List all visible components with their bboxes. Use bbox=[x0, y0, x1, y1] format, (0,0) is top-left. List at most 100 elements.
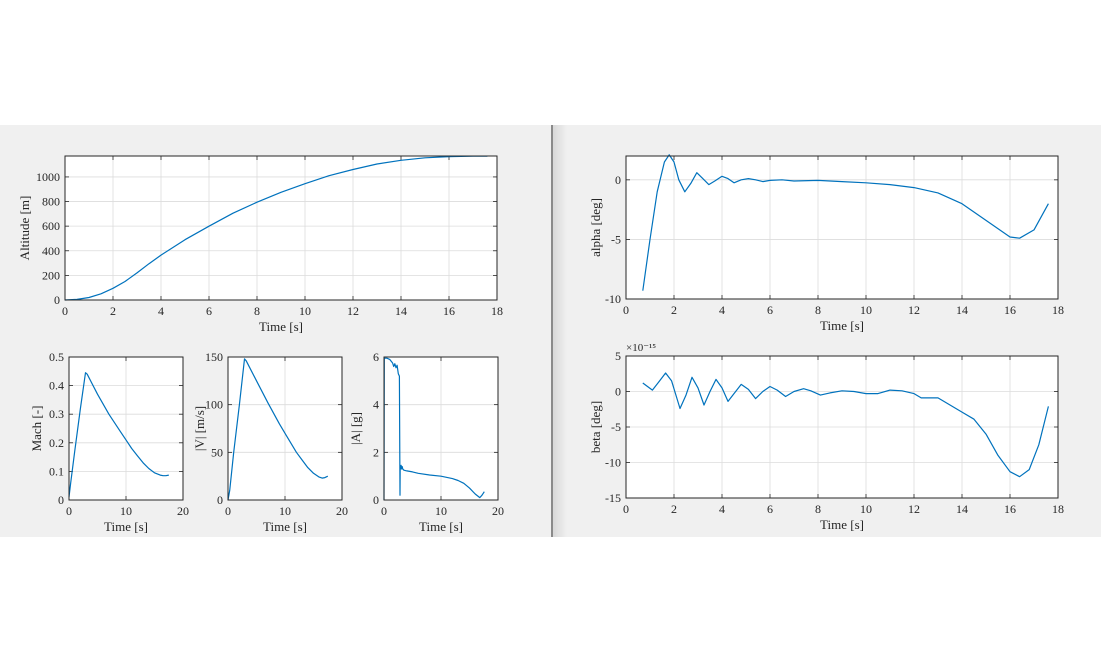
x-tick-label: 18 bbox=[1052, 303, 1064, 317]
y-axis-label: beta [deg] bbox=[588, 401, 603, 453]
x-tick-label: 10 bbox=[860, 303, 872, 317]
y-tick-label: 150 bbox=[205, 350, 223, 364]
acceleration-axes[interactable]: 0 10 20 0 2 4 6 Time [s] |A| [g] bbox=[348, 350, 504, 534]
x-tick-label: 0 bbox=[381, 504, 387, 518]
x-tick-label: 14 bbox=[956, 502, 968, 516]
x-axis-label: Time [s] bbox=[820, 318, 864, 333]
x-tick-label: 12 bbox=[908, 502, 920, 516]
x-tick-label: 8 bbox=[815, 502, 821, 516]
x-tick-label: 0 bbox=[66, 504, 72, 518]
x-tick-label: 14 bbox=[956, 303, 968, 317]
y-axis-label: |A| [g] bbox=[348, 412, 363, 445]
axes-box bbox=[227, 356, 343, 501]
x-tick-label: 4 bbox=[158, 304, 164, 318]
y-tick-label: 0.2 bbox=[49, 436, 64, 450]
y-tick-label: -10 bbox=[605, 292, 621, 306]
x-tick-label: 0 bbox=[225, 504, 231, 518]
y-tick-label: 0 bbox=[217, 493, 223, 507]
velocity-axes[interactable]: 0 10 20 0 50 100 150 Time [s] |V| [m/s] bbox=[192, 350, 348, 534]
y-tick-label: 2 bbox=[373, 445, 379, 459]
y-axis-label: Altitude [m] bbox=[17, 196, 32, 261]
y-tick-label: 0 bbox=[615, 385, 621, 399]
x-axis-label: Time [s] bbox=[259, 319, 303, 334]
x-tick-label: 18 bbox=[1052, 502, 1064, 516]
y-tick-label: 0.5 bbox=[49, 350, 64, 364]
mach-series-line bbox=[68, 372, 169, 498]
x-tick-label: 20 bbox=[177, 504, 189, 518]
x-tick-label: 10 bbox=[299, 304, 311, 318]
y-tick-label: 0.3 bbox=[49, 407, 64, 421]
x-tick-label: 18 bbox=[491, 304, 503, 318]
x-tick-label: 10 bbox=[279, 504, 291, 518]
x-tick-label: 16 bbox=[1004, 303, 1016, 317]
x-tick-label: 12 bbox=[908, 303, 920, 317]
x-tick-label: 12 bbox=[347, 304, 359, 318]
y-tick-label: 200 bbox=[42, 268, 60, 282]
x-tick-label: 16 bbox=[443, 304, 455, 318]
x-axis-label: Time [s] bbox=[263, 519, 307, 534]
x-axis-label: Time [s] bbox=[820, 517, 864, 532]
x-tick-label: 6 bbox=[767, 502, 773, 516]
y-axis-exponent-label: ×10⁻¹⁵ bbox=[626, 342, 656, 354]
y-tick-label: -10 bbox=[605, 456, 621, 470]
x-tick-label: 16 bbox=[1004, 502, 1016, 516]
y-tick-label: -5 bbox=[611, 420, 621, 434]
plot-area bbox=[65, 156, 497, 300]
x-tick-label: 0 bbox=[62, 304, 68, 318]
y-tick-label: 800 bbox=[42, 195, 60, 209]
altitude-series-line bbox=[64, 155, 488, 301]
x-tick-label: 10 bbox=[860, 502, 872, 516]
y-tick-label: 600 bbox=[42, 219, 60, 233]
x-tick-label: 0 bbox=[623, 303, 629, 317]
x-tick-label: 4 bbox=[719, 502, 725, 516]
y-tick-label: 400 bbox=[42, 244, 60, 258]
axes-box bbox=[383, 356, 499, 501]
y-tick-label: 50 bbox=[211, 445, 223, 459]
x-tick-label: 0 bbox=[623, 502, 629, 516]
axes-box bbox=[68, 356, 184, 501]
x-tick-label: 2 bbox=[671, 303, 677, 317]
x-tick-label: 8 bbox=[254, 304, 260, 318]
y-tick-label: -15 bbox=[605, 491, 621, 505]
velocity-series-line bbox=[227, 358, 329, 501]
mach-axes[interactable]: 0 10 20 0 0.1 0.2 0.3 0.4 0.5 Time [s] Mach [-] bbox=[29, 350, 189, 534]
y-tick-label: 5 bbox=[615, 349, 621, 363]
plot-area bbox=[626, 156, 1058, 299]
y-tick-label: 6 bbox=[373, 350, 379, 364]
y-tick-label: 0.4 bbox=[49, 379, 64, 393]
x-tick-label: 10 bbox=[435, 504, 447, 518]
alpha-axes[interactable]: 0 2 4 6 8 10 12 14 16 18 -10 -5 0 Time [s] alpha [deg] bbox=[588, 154, 1064, 333]
y-axis-label: alpha [deg] bbox=[588, 198, 603, 257]
acceleration-series-line bbox=[383, 357, 485, 501]
panel-shadow bbox=[553, 125, 567, 537]
x-tick-label: 20 bbox=[336, 504, 348, 518]
altitude-axes[interactable]: 0 2 4 6 8 10 12 14 16 18 0 200 400 600 800 1000 Time [s]… bbox=[17, 155, 503, 334]
beta-axes[interactable]: 0 2 4 6 8 10 12 14 16 18 -15 -10 -5 0 5 Time [s] beta [d… bbox=[588, 342, 1064, 532]
x-tick-label: 2 bbox=[110, 304, 116, 318]
y-tick-label: -5 bbox=[611, 232, 621, 246]
y-tick-label: 0.1 bbox=[49, 464, 64, 478]
y-axis-label: |V| [m/s] bbox=[192, 406, 207, 451]
x-tick-label: 20 bbox=[492, 504, 504, 518]
y-tick-label: 0 bbox=[615, 173, 621, 187]
y-tick-label: 0 bbox=[58, 493, 64, 507]
x-tick-label: 10 bbox=[120, 504, 132, 518]
axes-box bbox=[625, 155, 1059, 300]
panel-splitter[interactable] bbox=[551, 125, 553, 537]
y-axis-label: Mach [-] bbox=[29, 406, 44, 452]
x-tick-label: 14 bbox=[395, 304, 407, 318]
beta-series-line bbox=[642, 372, 1049, 478]
y-tick-label: 4 bbox=[373, 398, 379, 412]
axes-box bbox=[64, 155, 498, 301]
x-tick-label: 6 bbox=[767, 303, 773, 317]
x-axis-label: Time [s] bbox=[419, 519, 463, 534]
x-tick-label: 2 bbox=[671, 502, 677, 516]
x-tick-label: 4 bbox=[719, 303, 725, 317]
axes-box bbox=[625, 355, 1059, 499]
x-tick-label: 8 bbox=[815, 303, 821, 317]
y-tick-label: 0 bbox=[54, 293, 60, 307]
y-tick-label: 0 bbox=[373, 493, 379, 507]
y-tick-label: 100 bbox=[205, 398, 223, 412]
alpha-series-line bbox=[642, 154, 1049, 291]
